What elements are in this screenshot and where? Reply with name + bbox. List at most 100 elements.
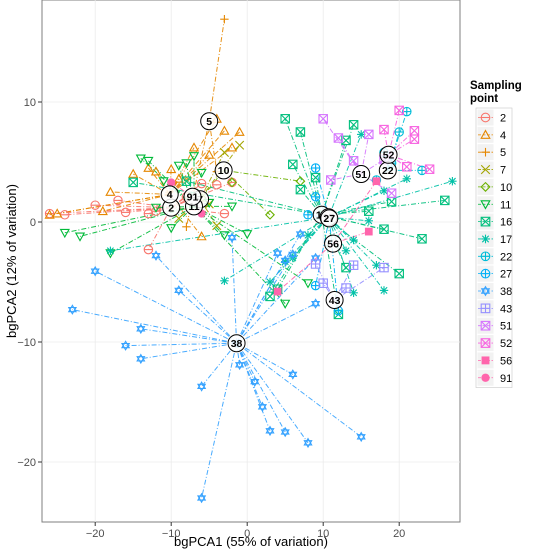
point-17: [265, 277, 275, 287]
marker-tri-up: [227, 232, 237, 241]
point-17: [402, 174, 411, 183]
point-16: [288, 159, 298, 170]
marker-tri-down: [90, 268, 100, 277]
point-4: [196, 231, 207, 241]
marker-square-filled: [372, 177, 381, 186]
centroid-label: 51: [355, 169, 367, 181]
legend-item-17: 17: [476, 229, 512, 248]
spoke-line-43: [315, 263, 336, 301]
marker-d2: [387, 188, 397, 198]
point-2: [113, 195, 123, 206]
point-17: [220, 276, 229, 285]
centroid-38: 38: [227, 334, 246, 353]
marker-triangle-down: [188, 152, 200, 162]
centroid-ring: [320, 209, 339, 228]
marker-triangle-down: [150, 203, 162, 213]
centroid-label: 2: [168, 202, 174, 214]
marker-square: [348, 120, 359, 130]
marker-triangle-down: [242, 230, 253, 240]
point-7: [212, 221, 222, 231]
point-11: [74, 232, 86, 242]
point-56: [273, 287, 282, 296]
point-2: [143, 244, 154, 255]
point-16: [310, 172, 321, 183]
point-38: [250, 376, 260, 387]
marker-d2: [364, 206, 374, 216]
legend-item-43: 43: [476, 299, 512, 318]
spoke-line-17: [328, 216, 347, 252]
point-11: [173, 161, 184, 171]
marker-triangle: [97, 205, 108, 216]
point-52: [409, 134, 420, 144]
marker-d2: [181, 176, 191, 186]
marker-square: [318, 114, 328, 124]
x-tick-label: 20: [393, 528, 405, 540]
spoke-line-4: [169, 147, 195, 195]
marker-square: [364, 206, 374, 216]
legend-item-38: 38: [476, 282, 512, 300]
centroid-label: 52: [383, 150, 395, 162]
legend-marker: [480, 285, 491, 297]
centroid-label: 10: [218, 165, 230, 177]
marker-triangle: [234, 126, 245, 136]
legend-label: 43: [500, 303, 512, 315]
marker-square: [394, 268, 404, 279]
marker-tri-up: [136, 353, 146, 362]
marker-tri-down: [196, 495, 207, 504]
point-52: [379, 124, 389, 135]
marker-d2: [220, 277, 228, 285]
point-7: [219, 147, 229, 157]
spoke-line-11: [193, 206, 225, 236]
y-axis-title: bgPCA2 (12% of variation): [4, 184, 19, 338]
marker-tri-down: [480, 288, 491, 297]
centroid-ring: [325, 291, 344, 309]
legend-item-11: 11: [476, 195, 511, 214]
marker-d2: [349, 120, 359, 130]
centroid-43: 43: [325, 291, 344, 309]
marker-d2: [318, 114, 328, 124]
spoke-line-2: [171, 207, 225, 215]
point-16: [417, 234, 427, 244]
spoke-line-38: [201, 343, 238, 499]
legend-item-22: 22: [476, 247, 512, 266]
marker-square: [409, 134, 420, 144]
spoke-line-4: [169, 154, 210, 195]
centroid-label: 11: [188, 201, 199, 213]
marker-square: [364, 129, 374, 140]
marker-square: [288, 159, 298, 170]
point-16: [379, 224, 389, 234]
point-16: [295, 127, 306, 137]
spoke-line-38: [231, 237, 238, 344]
marker-triangle-down: [181, 159, 192, 169]
spoke-line-38: [236, 233, 301, 344]
legend-items: 2 4 5 7 10 11 16 17 22 27 38 43 51 52 56 91: [475, 107, 513, 388]
marker-square: [128, 177, 138, 188]
spoke-line-38: [236, 303, 316, 344]
marker-tri-down: [151, 252, 161, 261]
marker-tri-down: [280, 429, 290, 438]
spoke-line-4: [102, 193, 170, 212]
marker-tri-up: [257, 401, 268, 410]
spoke-line-38: [236, 342, 362, 438]
spoke-line-10: [223, 169, 301, 182]
marker-triangle: [480, 129, 491, 139]
marker-d2: [379, 224, 389, 234]
centroid-22: 22: [378, 161, 397, 180]
marker-square: [341, 135, 351, 146]
point-4: [219, 125, 230, 135]
marker-dot: [167, 178, 176, 187]
point-11: [226, 202, 238, 212]
legend-item-56: 56: [476, 351, 512, 370]
spoke-line-56: [277, 243, 334, 292]
centroid-ring: [379, 145, 398, 164]
marker-tri-up: [151, 250, 161, 259]
spoke-line-38: [236, 252, 279, 344]
marker-square: [394, 105, 404, 116]
marker-triangle-down: [226, 202, 238, 212]
point-4: [105, 186, 116, 196]
point-52: [424, 164, 435, 174]
centroid-51: 51: [352, 165, 371, 183]
marker-tri-down: [310, 300, 321, 309]
marker-square: [386, 188, 397, 198]
